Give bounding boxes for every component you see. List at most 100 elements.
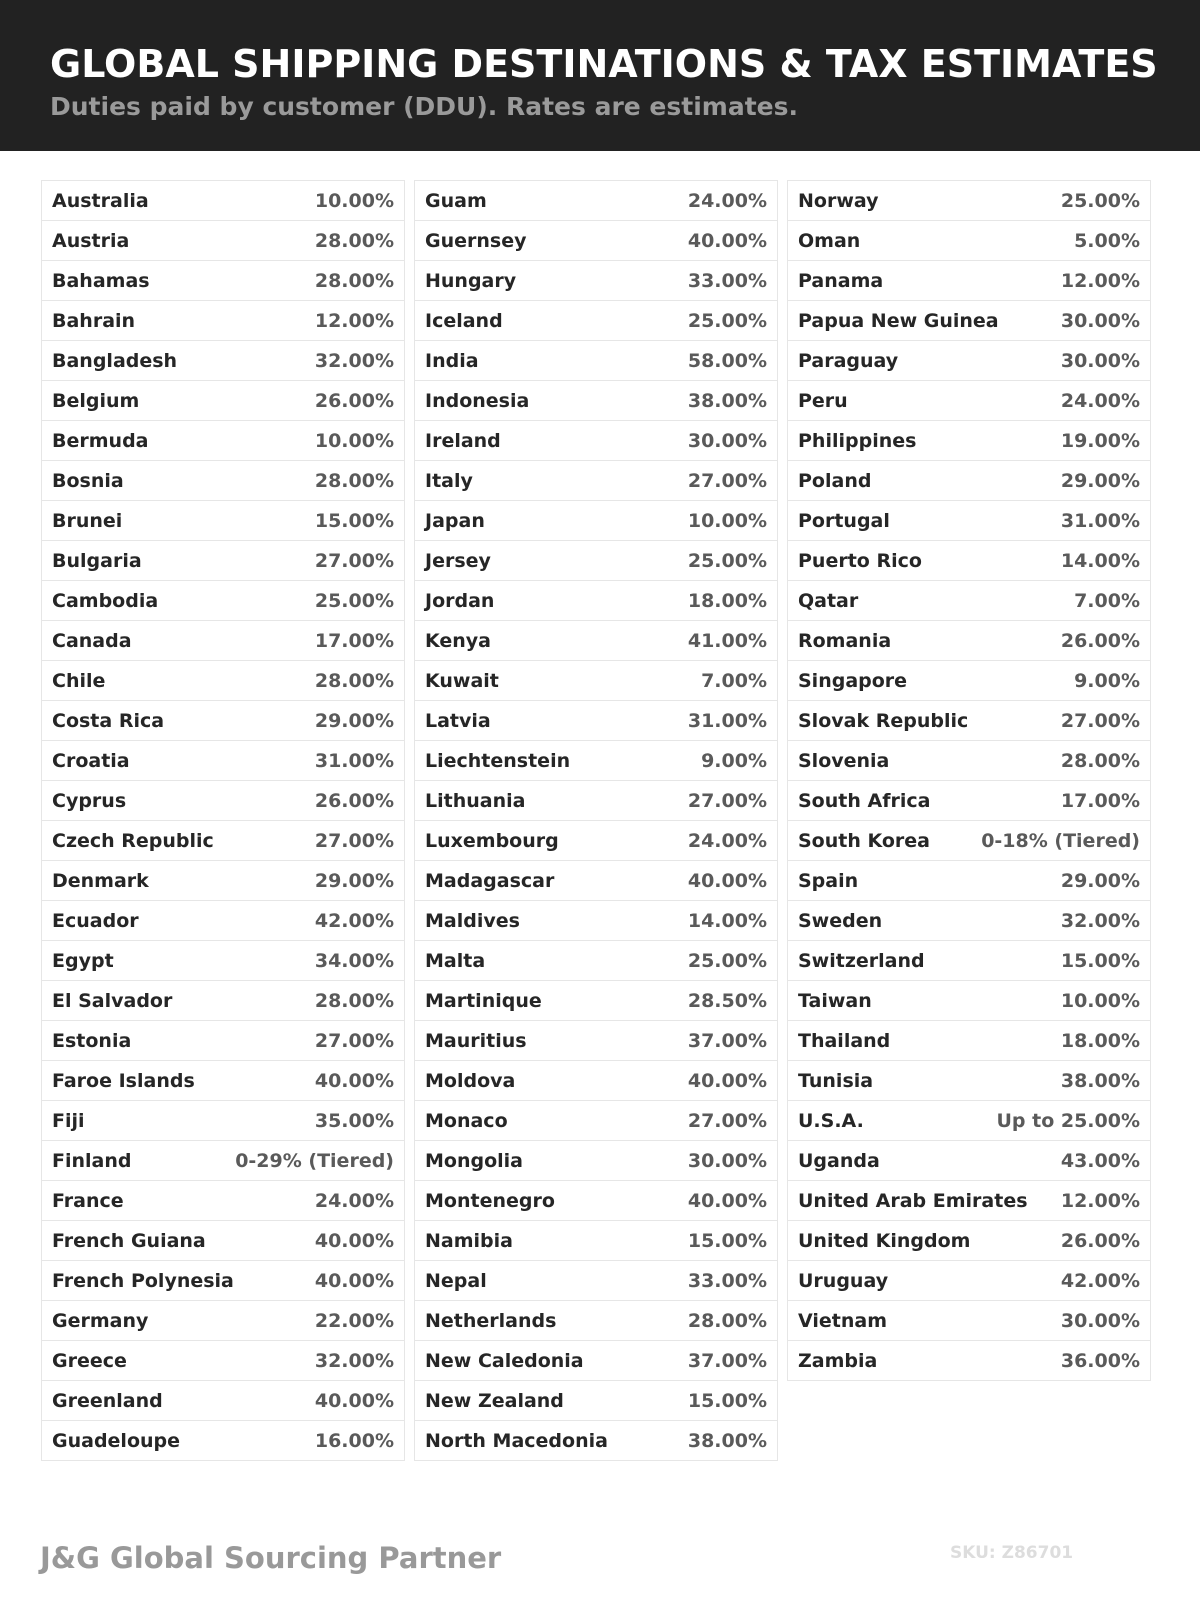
table-row: France 24.00%: [42, 1181, 404, 1221]
country-name: Montenegro: [425, 1189, 555, 1212]
country-name: Luxembourg: [425, 829, 559, 852]
table-row: Zambia 36.00%: [788, 1341, 1150, 1381]
tax-rate: 40.00%: [314, 1389, 394, 1412]
tax-rate: 24.00%: [687, 829, 767, 852]
table-row: Guadeloupe 16.00%: [42, 1421, 404, 1461]
tax-rate: 26.00%: [1060, 1229, 1140, 1252]
table-row: El Salvador 28.00%: [42, 981, 404, 1021]
tax-rate: 37.00%: [687, 1029, 767, 1052]
tax-rate: 43.00%: [1060, 1149, 1140, 1172]
table-row: Mongolia 30.00%: [415, 1141, 777, 1181]
tax-rate: 24.00%: [314, 1189, 394, 1212]
country-name: Iceland: [425, 309, 503, 332]
country-name: North Macedonia: [425, 1429, 608, 1452]
rates-table-column-1: Australia 10.00% Austria 28.00% Bahamas 28.00…: [41, 180, 405, 1461]
tax-rate: 30.00%: [687, 1149, 767, 1172]
tax-rate: 9.00%: [701, 749, 767, 772]
country-name: Philippines: [798, 429, 917, 452]
tax-rate: 38.00%: [1060, 1069, 1140, 1092]
country-name: Uganda: [798, 1149, 880, 1172]
table-row: Philippines 19.00%: [788, 421, 1150, 461]
country-name: Papua New Guinea: [798, 309, 999, 332]
page-subtitle: Duties paid by customer (DDU). Rates are…: [50, 92, 798, 121]
table-row: Papua New Guinea 30.00%: [788, 301, 1150, 341]
country-name: Belgium: [52, 389, 140, 412]
table-row: Estonia 27.00%: [42, 1021, 404, 1061]
country-name: Faroe Islands: [52, 1069, 195, 1092]
table-row: Taiwan 10.00%: [788, 981, 1150, 1021]
tax-rate: 40.00%: [314, 1069, 394, 1092]
country-name: Taiwan: [798, 989, 872, 1012]
table-row: Greece 32.00%: [42, 1341, 404, 1381]
tax-rate: 40.00%: [687, 1069, 767, 1092]
country-name: Moldova: [425, 1069, 516, 1092]
table-row: Poland 29.00%: [788, 461, 1150, 501]
table-row: Germany 22.00%: [42, 1301, 404, 1341]
tax-rate: 28.00%: [687, 1309, 767, 1332]
table-row: Malta 25.00%: [415, 941, 777, 981]
country-name: Guam: [425, 189, 487, 212]
sku-label: SKU: Z86701: [950, 1543, 1074, 1563]
tax-rate: 10.00%: [687, 509, 767, 532]
country-name: Poland: [798, 469, 872, 492]
country-name: Greenland: [52, 1389, 163, 1412]
table-row: Croatia 31.00%: [42, 741, 404, 781]
tax-rate: 25.00%: [314, 589, 394, 612]
tax-rate: 30.00%: [687, 429, 767, 452]
country-name: French Guiana: [52, 1229, 206, 1252]
country-name: Costa Rica: [52, 709, 165, 732]
country-name: New Caledonia: [425, 1349, 584, 1372]
country-name: United Kingdom: [798, 1229, 971, 1252]
table-row: U.S.A. Up to 25.00%: [788, 1101, 1150, 1141]
country-name: New Zealand: [425, 1389, 564, 1412]
table-row: Indonesia 38.00%: [415, 381, 777, 421]
table-row: Egypt 34.00%: [42, 941, 404, 981]
tax-rate: 15.00%: [314, 509, 394, 532]
country-name: Slovak Republic: [798, 709, 969, 732]
table-row: South Korea 0-18% (Tiered): [788, 821, 1150, 861]
table-row: Mauritius 37.00%: [415, 1021, 777, 1061]
country-name: Kenya: [425, 629, 492, 652]
tax-rate: 32.00%: [1060, 909, 1140, 932]
table-row: Brunei 15.00%: [42, 501, 404, 541]
tax-rate: 27.00%: [687, 1109, 767, 1132]
table-row: Guam 24.00%: [415, 181, 777, 221]
tax-rate: 7.00%: [1074, 589, 1140, 612]
tax-rate: Up to 25.00%: [996, 1109, 1140, 1132]
country-name: Panama: [798, 269, 884, 292]
country-name: Guadeloupe: [52, 1429, 181, 1452]
table-row: Lithuania 27.00%: [415, 781, 777, 821]
table-row: Martinique 28.50%: [415, 981, 777, 1021]
country-name: Croatia: [52, 749, 130, 772]
tax-rate: 0-18% (Tiered): [981, 829, 1140, 852]
country-name: Estonia: [52, 1029, 132, 1052]
tax-rate: 42.00%: [1060, 1269, 1140, 1292]
table-row: Madagascar 40.00%: [415, 861, 777, 901]
country-name: Hungary: [425, 269, 517, 292]
table-row: United Arab Emirates 12.00%: [788, 1181, 1150, 1221]
table-row: Uruguay 42.00%: [788, 1261, 1150, 1301]
country-name: Qatar: [798, 589, 859, 612]
table-row: Singapore 9.00%: [788, 661, 1150, 701]
tax-rate: 31.00%: [1060, 509, 1140, 532]
table-row: Czech Republic 27.00%: [42, 821, 404, 861]
country-name: Mongolia: [425, 1149, 523, 1172]
table-row: India 58.00%: [415, 341, 777, 381]
table-row: Maldives 14.00%: [415, 901, 777, 941]
table-row: Japan 10.00%: [415, 501, 777, 541]
tax-rate: 35.00%: [314, 1109, 394, 1132]
tax-rate: 30.00%: [1060, 349, 1140, 372]
tax-rate: 40.00%: [314, 1229, 394, 1252]
country-name: Germany: [52, 1309, 149, 1332]
tax-rate: 5.00%: [1074, 229, 1140, 252]
table-row: French Guiana 40.00%: [42, 1221, 404, 1261]
table-row: Bahamas 28.00%: [42, 261, 404, 301]
tax-rate: 14.00%: [1060, 549, 1140, 572]
table-row: Tunisia 38.00%: [788, 1061, 1150, 1101]
table-row: Qatar 7.00%: [788, 581, 1150, 621]
table-row: Netherlands 28.00%: [415, 1301, 777, 1341]
tax-rate: 28.00%: [314, 469, 394, 492]
country-name: Indonesia: [425, 389, 530, 412]
country-name: Tunisia: [798, 1069, 874, 1092]
country-name: South Korea: [798, 829, 931, 852]
